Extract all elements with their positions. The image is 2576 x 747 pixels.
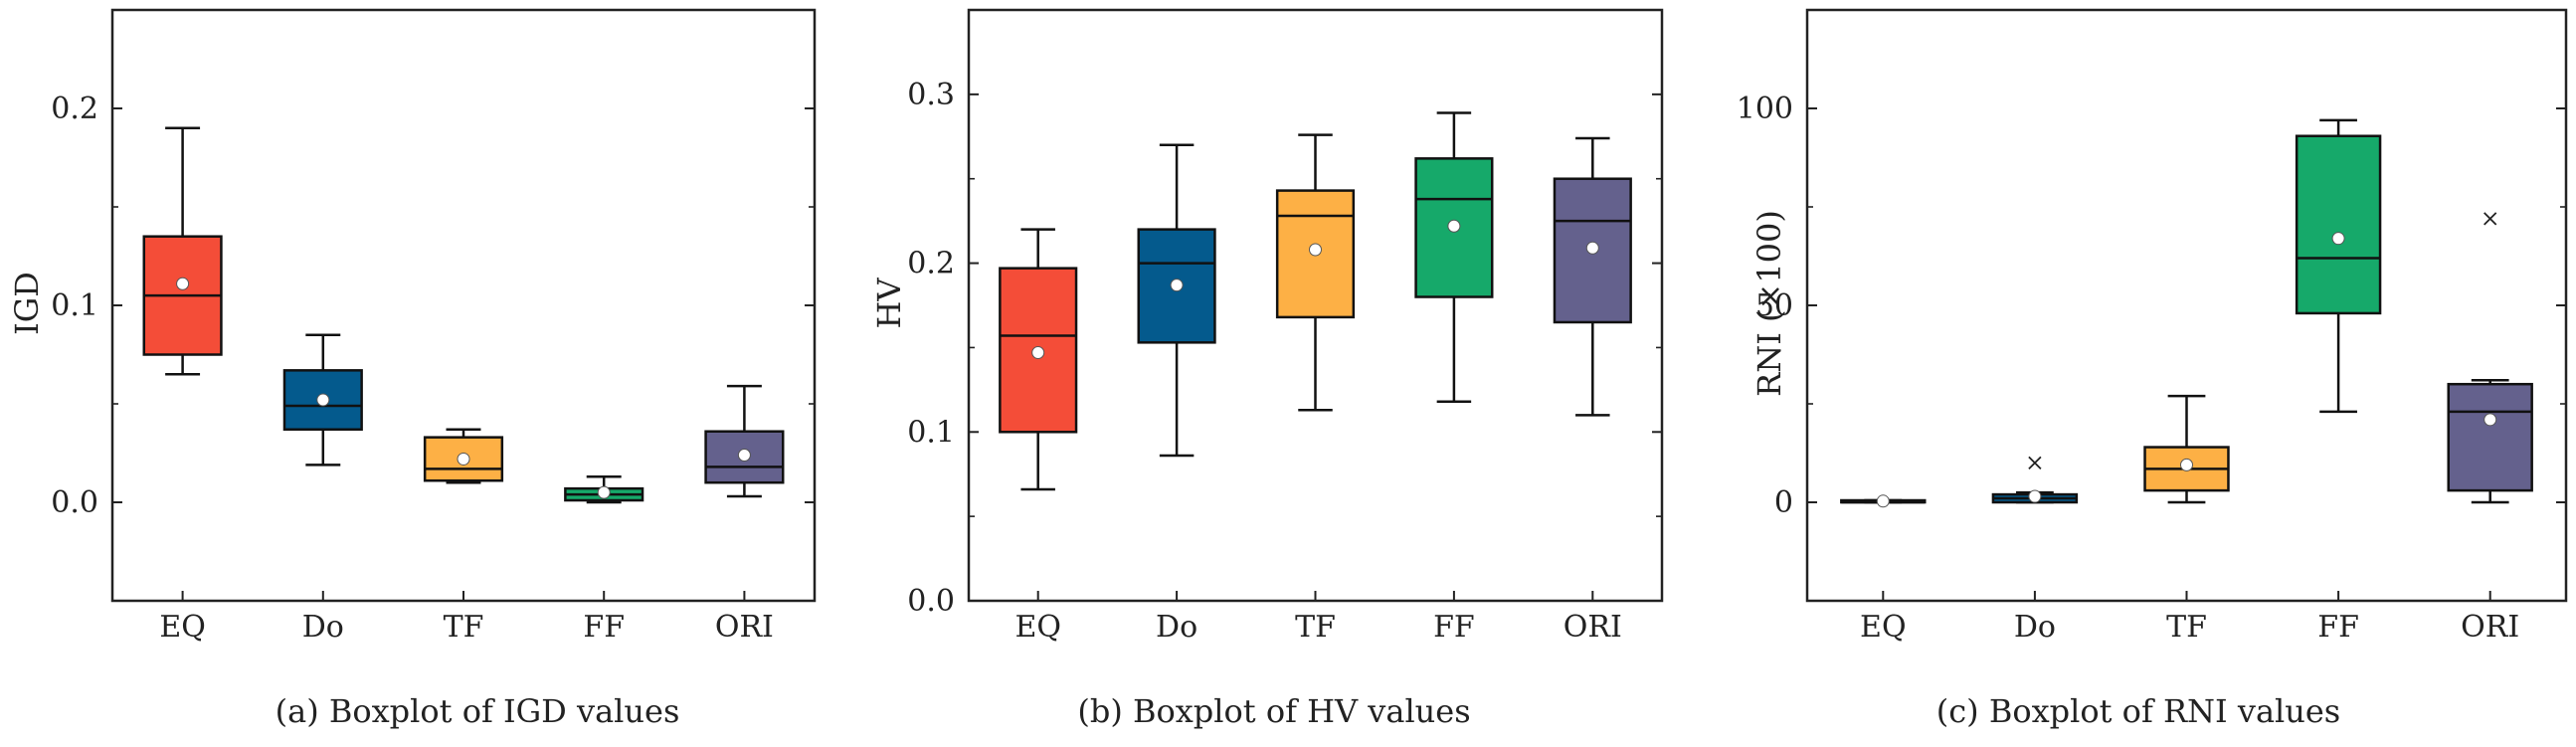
mean-marker	[457, 452, 470, 466]
y-tick-label: 0.0	[907, 584, 955, 619]
x-tick-label: EQ	[1014, 610, 1061, 645]
x-tick-label: Do	[302, 610, 344, 645]
x-tick-label: TF	[2166, 610, 2207, 645]
caption: (c) Boxplot of RNI values	[1936, 692, 2340, 730]
mean-marker	[1585, 241, 1599, 255]
mean-marker	[2484, 413, 2497, 427]
mean-marker	[1031, 346, 1045, 360]
y-axis-label: IGD	[8, 272, 46, 335]
mean-marker	[1876, 494, 1890, 508]
x-tick-label: Do	[1156, 610, 1197, 645]
box	[1137, 228, 1216, 344]
y-axis-label: RNI (×100)	[1750, 210, 1788, 397]
caption: (a) Boxplot of IGD values	[276, 692, 680, 730]
y-tick-label: 0.0	[51, 485, 98, 520]
mean-marker	[2180, 458, 2193, 471]
x-tick-label: ORI	[715, 610, 774, 645]
mean-marker	[176, 277, 190, 290]
y-tick-label: 0.2	[907, 247, 955, 281]
box	[423, 436, 504, 482]
panel-hv: (b) Boxplot of HV values HV 0.0 0.1 0.2 0.3…	[870, 8, 1664, 730]
box	[2447, 382, 2533, 492]
x-tick-label: FF	[1433, 610, 1475, 645]
x-tick-label: EQ	[159, 610, 206, 645]
panel-rni: (c) Boxplot of RNI values RNI (×100) 0 50…	[1737, 8, 2568, 730]
mean-marker	[1447, 219, 1461, 233]
caption: (b) Boxplot of HV values	[1077, 692, 1470, 730]
mean-marker	[2331, 232, 2345, 246]
mean-marker	[737, 448, 751, 462]
plot-frame	[1805, 8, 2568, 603]
mean-marker	[597, 485, 611, 499]
x-tick-label: EQ	[1860, 610, 1907, 645]
y-tick-label: 0.1	[907, 415, 955, 450]
outlier-marker	[2028, 456, 2042, 470]
x-tick-label: TF	[1295, 610, 1336, 645]
y-tick-label: 0.2	[51, 92, 98, 126]
mean-marker	[1170, 279, 1184, 292]
mean-marker	[2028, 489, 2042, 503]
x-tick-label: FF	[583, 610, 625, 645]
x-tick-label: Do	[2014, 610, 2056, 645]
mean-marker	[316, 393, 330, 407]
y-tick-label: 0.1	[51, 288, 98, 323]
panel-igd: (a) Boxplot of IGD values IGD 0.0 0.1 0.2 E…	[8, 8, 817, 730]
x-tick-label: ORI	[1564, 610, 1622, 645]
x-tick-label: FF	[2317, 610, 2359, 645]
y-axis-label: HV	[870, 278, 908, 329]
y-tick-label: 0.3	[907, 78, 955, 112]
x-tick-label: ORI	[2461, 610, 2519, 645]
y-tick-label: 0	[1774, 485, 1793, 520]
outlier-marker	[2484, 212, 2497, 226]
mean-marker	[1309, 243, 1322, 257]
y-tick-label: 100	[1737, 92, 1793, 126]
box	[2295, 134, 2382, 315]
x-tick-label: TF	[444, 610, 484, 645]
y-tick-label: 50	[1755, 288, 1793, 323]
